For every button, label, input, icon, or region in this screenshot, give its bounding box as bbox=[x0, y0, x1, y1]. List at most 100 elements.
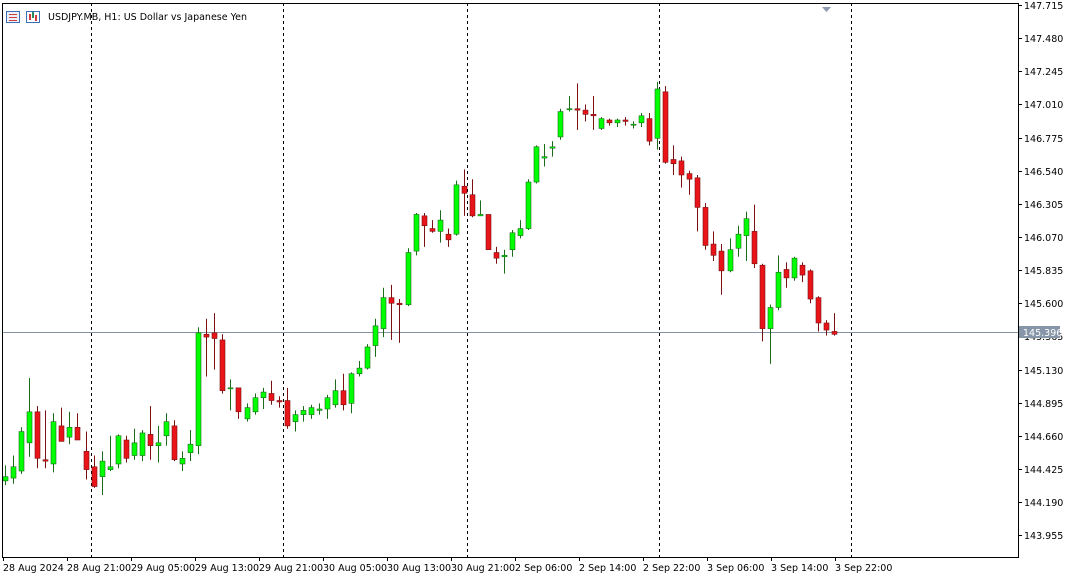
candle bbox=[372, 318, 379, 357]
candle-body bbox=[405, 252, 412, 305]
candle-body bbox=[807, 270, 814, 300]
candle-body bbox=[517, 228, 524, 236]
price-tick-label: 146.775 bbox=[1024, 134, 1063, 145]
candle-body bbox=[614, 119, 621, 124]
candle-body bbox=[549, 146, 556, 149]
candle bbox=[694, 174, 701, 232]
candle bbox=[477, 200, 484, 217]
candle bbox=[606, 118, 613, 126]
candle-body bbox=[630, 123, 637, 126]
time-tick-label: 28 Aug 2024 bbox=[3, 563, 64, 573]
candle-body bbox=[66, 427, 73, 438]
candle bbox=[831, 313, 838, 336]
candle-body bbox=[541, 156, 548, 159]
candle bbox=[91, 455, 98, 488]
candle-body bbox=[638, 115, 645, 124]
candle-body bbox=[123, 439, 130, 459]
candle bbox=[533, 145, 540, 184]
candle-body bbox=[421, 215, 428, 227]
candle bbox=[799, 262, 806, 283]
candle bbox=[2, 465, 9, 486]
time-tick-label: 30 Aug 05:00 bbox=[323, 563, 387, 573]
candle-body bbox=[155, 442, 162, 446]
time-tick-label: 3 Sep 14:00 bbox=[771, 563, 828, 573]
candle bbox=[485, 214, 492, 250]
candle-body bbox=[791, 257, 798, 279]
candle bbox=[823, 320, 830, 336]
time-tick-label: 30 Aug 13:00 bbox=[387, 563, 451, 573]
time-tick-label: 2 Sep 06:00 bbox=[515, 563, 572, 573]
candle bbox=[453, 180, 460, 236]
symbol-list-icon[interactable] bbox=[6, 11, 20, 23]
price-tick-label: 144.660 bbox=[1024, 432, 1063, 443]
price-tick-label: 144.425 bbox=[1024, 465, 1063, 476]
time-tick-label: 29 Aug 05:00 bbox=[131, 563, 195, 573]
price-tick-label: 146.070 bbox=[1024, 233, 1063, 244]
candle bbox=[743, 211, 750, 261]
candle-body bbox=[396, 302, 403, 305]
plot-frame bbox=[2, 3, 1019, 558]
candle-body bbox=[413, 214, 420, 252]
candle-body bbox=[727, 249, 734, 272]
candle bbox=[50, 413, 57, 473]
price-tick-label: 145.130 bbox=[1024, 366, 1063, 377]
candle-body bbox=[380, 297, 387, 329]
candle bbox=[807, 269, 814, 304]
candle-body bbox=[364, 346, 371, 369]
candle-body bbox=[823, 322, 830, 331]
symbol-name: USDJPY.MB bbox=[48, 11, 99, 23]
candle bbox=[413, 213, 420, 256]
candle-body bbox=[388, 297, 395, 304]
candle-body bbox=[284, 400, 291, 427]
candle-body bbox=[743, 218, 750, 236]
candle bbox=[678, 156, 685, 188]
price-tick-label: 146.540 bbox=[1024, 167, 1063, 178]
candle bbox=[131, 428, 138, 460]
candle-body bbox=[501, 255, 508, 258]
candle-body bbox=[453, 184, 460, 235]
candle bbox=[260, 387, 267, 409]
candle-body bbox=[606, 119, 613, 124]
candle bbox=[356, 361, 363, 377]
candle-body bbox=[445, 233, 452, 241]
candle bbox=[163, 413, 170, 446]
candle-body bbox=[493, 252, 500, 259]
candle-body bbox=[99, 460, 106, 477]
candle-body bbox=[219, 339, 226, 391]
candle bbox=[276, 396, 283, 408]
candle bbox=[727, 238, 734, 273]
candle-body bbox=[767, 307, 774, 329]
candle-body bbox=[115, 435, 122, 465]
candle bbox=[670, 145, 677, 175]
candle-body bbox=[235, 387, 242, 413]
candle bbox=[340, 373, 347, 411]
candle bbox=[630, 121, 637, 129]
candle bbox=[380, 287, 387, 338]
candle-body bbox=[509, 232, 516, 250]
candle bbox=[509, 229, 516, 257]
candle-body bbox=[316, 408, 323, 411]
price-tick-label: 147.480 bbox=[1024, 34, 1063, 45]
candle-body bbox=[461, 185, 468, 194]
candle-body bbox=[74, 427, 81, 441]
candle-body bbox=[783, 269, 790, 279]
candle-body bbox=[831, 331, 838, 335]
candle-body bbox=[437, 219, 444, 232]
candle-body bbox=[147, 434, 154, 446]
candle-body bbox=[710, 243, 717, 256]
candle bbox=[405, 248, 412, 307]
candle bbox=[219, 334, 226, 394]
candle-body bbox=[598, 118, 605, 129]
candles bbox=[2, 81, 838, 495]
price-tick-label: 143.955 bbox=[1024, 531, 1063, 542]
candle-body bbox=[646, 118, 653, 142]
candle bbox=[203, 318, 210, 377]
candle-body bbox=[58, 425, 65, 442]
candle-body bbox=[718, 250, 725, 272]
candle bbox=[34, 406, 41, 469]
candle bbox=[783, 262, 790, 288]
price-tick-label: 146.305 bbox=[1024, 200, 1063, 211]
chart-type-icon[interactable] bbox=[26, 11, 40, 23]
